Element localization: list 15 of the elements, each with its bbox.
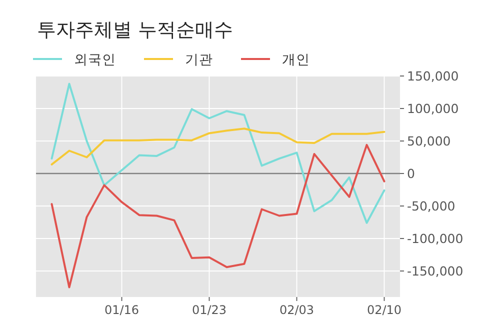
y-tick-label: 0 — [407, 166, 415, 181]
y-tick-label: 150,000 — [407, 68, 459, 84]
y-tick-label: -150,000 — [407, 264, 464, 278]
x-tick-label: 01/23 — [192, 303, 227, 317]
y-tick-label: -50,000 — [407, 198, 456, 214]
legend-label: 기관 — [185, 52, 213, 68]
x-tick-label: 01/16 — [104, 303, 140, 317]
legend-label: 외국인 — [74, 52, 116, 68]
chart-title: 투자주체별 누적순매수 — [37, 19, 234, 41]
y-tick-label: -100,000 — [407, 231, 464, 246]
y-tick-label: 50,000 — [407, 134, 451, 148]
x-tick-label: 02/03 — [279, 303, 314, 317]
y-tick-label: 100,000 — [407, 101, 459, 116]
x-tick-label: 02/10 — [366, 303, 402, 317]
legend-label: 개인 — [282, 52, 310, 68]
